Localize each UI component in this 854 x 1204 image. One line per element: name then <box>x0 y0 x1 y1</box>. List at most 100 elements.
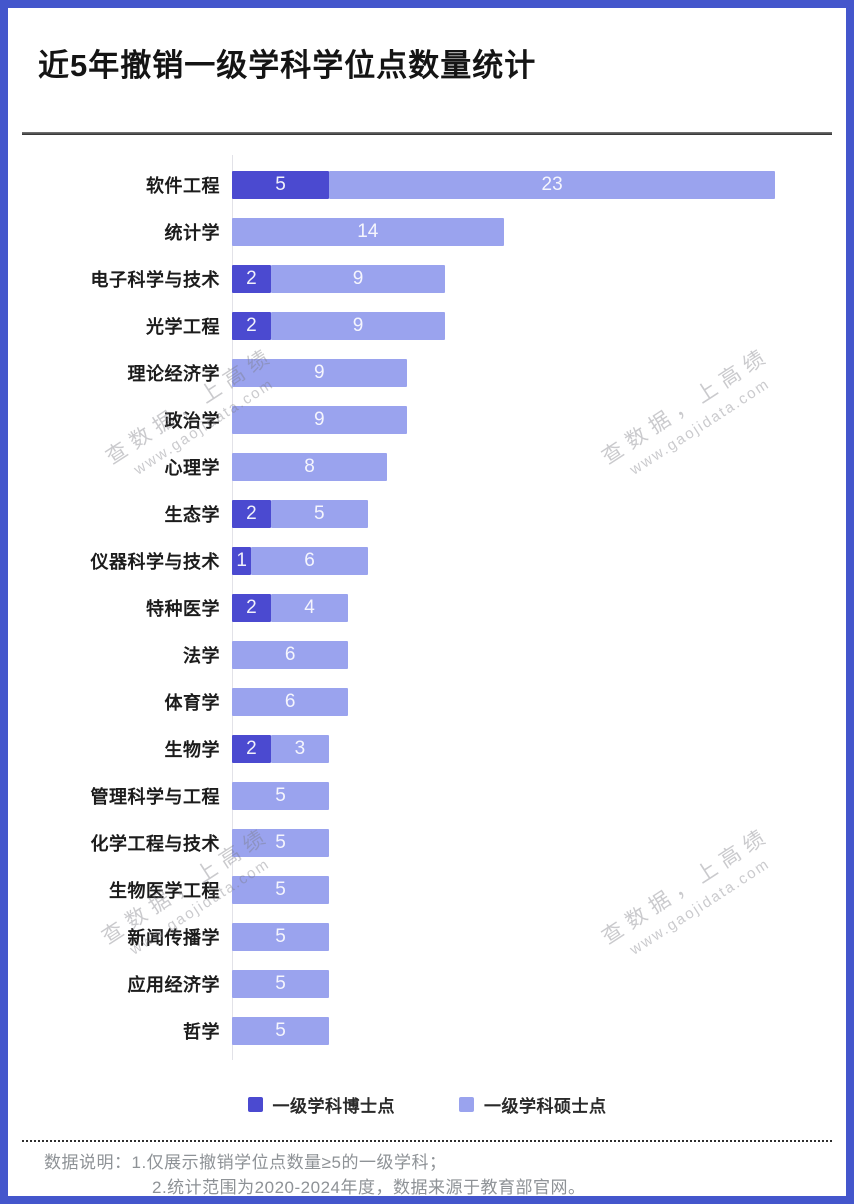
chart-row: 生物医学工程 5 <box>30 866 846 913</box>
category-label: 生物医学工程 <box>109 880 220 901</box>
bar-value-label: 6 <box>284 690 296 712</box>
note-line-2: 2.统计范围为2020-2024年度，数据来源于教育部官网。 <box>152 1178 586 1197</box>
chart-row: 生态学 2 5 <box>30 490 846 537</box>
chart-row: 理论经济学 9 <box>30 349 846 396</box>
category-label: 管理科学与工程 <box>90 786 220 807</box>
master-bar-segment: 5 <box>232 781 329 810</box>
bar-value-label: 9 <box>314 361 325 383</box>
chart-row: 特种医学 2 4 <box>30 584 846 631</box>
category-label: 仪器科学与技术 <box>90 551 220 572</box>
master-bar-segment: 9 <box>270 311 446 340</box>
master-bar-segment: 9 <box>232 405 407 434</box>
master-bar-segment: 6 <box>232 640 349 669</box>
chart-row: 统计学 14 <box>30 208 846 255</box>
bar-track: 5 <box>232 969 329 998</box>
chart-row: 政治学 9 <box>30 396 846 443</box>
master-bar-segment: 9 <box>232 358 407 387</box>
master-bar-segment: 14 <box>232 217 504 246</box>
chart-row: 法学 6 <box>30 631 846 678</box>
bar-value-label: 2 <box>246 737 257 759</box>
chart-row: 哲学 5 <box>30 1007 846 1054</box>
doctoral-bar-segment: 2 <box>232 734 271 763</box>
chart-rows: 软件工程 5 23 统计学 14 电子科学与技术 2 9 光学工程 2 9 理论经济学 9 政治学 9 心理学… <box>30 155 846 1060</box>
bar-value-label: 2 <box>246 314 257 336</box>
bar-value-label: 2 <box>246 267 257 289</box>
doctoral-bar-segment: 2 <box>232 311 271 340</box>
bar-value-label: 6 <box>304 549 315 571</box>
bar-value-label: 4 <box>304 596 315 618</box>
bar-value-label: 5 <box>275 784 286 806</box>
bar-value-label: 23 <box>541 173 563 195</box>
master-bar-segment: 6 <box>251 546 368 575</box>
bar-track: 5 <box>232 781 329 810</box>
bar-value-label: 9 <box>352 267 364 289</box>
bar-value-label: 3 <box>294 737 306 759</box>
category-label: 特种医学 <box>146 598 220 619</box>
bar-value-label: 2 <box>246 502 257 524</box>
category-label: 体育学 <box>164 692 220 713</box>
category-label: 光学工程 <box>146 316 220 337</box>
bar-value-label: 5 <box>275 1019 286 1041</box>
chart-row: 心理学 8 <box>30 443 846 490</box>
master-bar-segment: 6 <box>232 687 349 716</box>
bar-track: 5 <box>232 1016 329 1045</box>
master-bar-segment: 4 <box>270 593 349 622</box>
bar-track: 5 <box>232 922 329 951</box>
bar-value-label: 9 <box>352 314 364 336</box>
chart-row: 生物学 2 3 <box>30 725 846 772</box>
bar-track: 8 <box>232 452 388 481</box>
category-label: 政治学 <box>164 410 220 431</box>
category-label: 化学工程与技术 <box>90 833 220 854</box>
category-label: 哲学 <box>183 1021 220 1042</box>
chart-row: 新闻传播学 5 <box>30 913 846 960</box>
doctoral-bar-segment: 5 <box>232 170 329 199</box>
category-label: 生态学 <box>164 504 220 525</box>
legend-item: 一级学科博士点 <box>247 1092 396 1117</box>
bar-chart: 软件工程 5 23 统计学 14 电子科学与技术 2 9 光学工程 2 9 理论经济学 9 政治学 9 心理学… <box>30 155 846 1060</box>
bar-track: 5 <box>232 828 329 857</box>
bar-value-label: 5 <box>275 925 286 947</box>
category-label: 电子科学与技术 <box>90 269 220 290</box>
chart-row: 应用经济学 5 <box>30 960 846 1007</box>
master-bar-segment: 5 <box>232 875 329 904</box>
master-bar-segment: 5 <box>232 969 329 998</box>
bar-value-label: 2 <box>246 596 257 618</box>
category-label: 新闻传播学 <box>127 927 220 948</box>
doctoral-bar-segment: 2 <box>232 593 271 622</box>
legend-swatch-icon <box>459 1096 474 1112</box>
category-label: 理论经济学 <box>127 363 220 384</box>
chart-row: 化学工程与技术 5 <box>30 819 846 866</box>
note-line-1: 数据说明：1.仅展示撤销学位点数量≥5的一级学科； <box>44 1153 447 1172</box>
bar-track: 14 <box>232 217 504 246</box>
master-bar-segment: 8 <box>232 452 388 481</box>
bar-track: 6 <box>232 640 349 669</box>
bar-value-label: 6 <box>284 643 296 665</box>
category-label: 应用经济学 <box>127 974 220 995</box>
bar-track: 5 <box>232 875 329 904</box>
chart-row: 仪器科学与技术 1 6 <box>30 537 846 584</box>
chart-row: 管理科学与工程 5 <box>30 772 846 819</box>
bar-track: 9 <box>232 358 407 387</box>
bar-track: 5 23 <box>232 170 776 199</box>
category-label: 心理学 <box>164 457 220 478</box>
category-label: 统计学 <box>164 222 220 243</box>
bar-track: 6 <box>232 687 349 716</box>
doctoral-bar-segment: 1 <box>232 546 252 575</box>
category-label: 软件工程 <box>146 175 220 196</box>
bar-value-label: 8 <box>304 455 315 477</box>
chart-row: 电子科学与技术 2 9 <box>30 255 846 302</box>
title-divider <box>22 132 832 135</box>
legend-item: 一级学科硕士点 <box>459 1092 607 1117</box>
category-label: 法学 <box>183 645 220 666</box>
chart-row: 光学工程 2 9 <box>30 302 846 349</box>
footer-divider <box>22 1140 832 1142</box>
bar-value-label: 5 <box>275 972 286 994</box>
page-title: 近5年撤销一级学科学位点数量统计 <box>38 48 537 83</box>
bar-value-label: 14 <box>357 220 379 242</box>
